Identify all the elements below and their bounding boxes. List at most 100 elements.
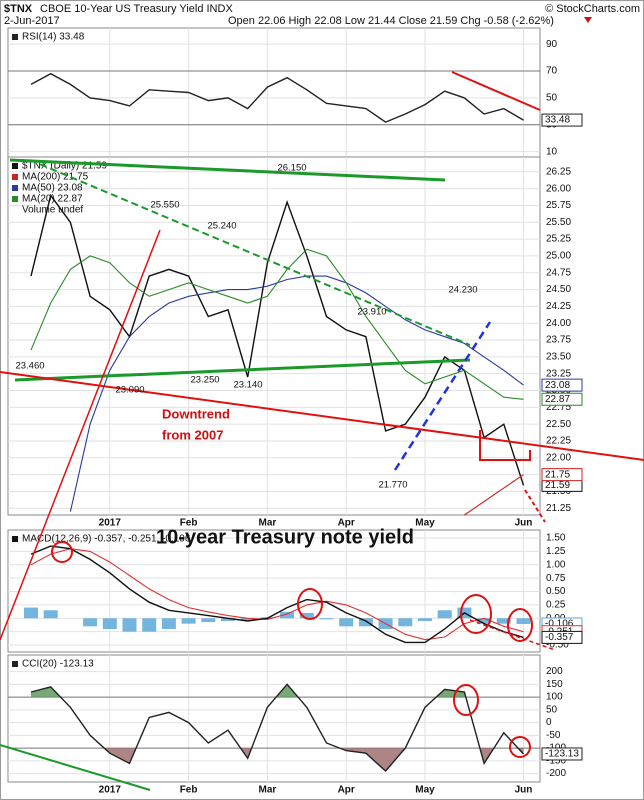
value-tag-label: 22.87 [545, 394, 570, 405]
credit: © StockCharts.com [545, 3, 640, 15]
series-line [30, 248, 524, 400]
histogram-bar [83, 618, 98, 627]
value-tag [541, 378, 583, 392]
y-tick-label: 21.25 [546, 503, 571, 514]
value-tag-label: 21.75 [545, 469, 570, 480]
y-tick-label: 0 [546, 717, 552, 728]
value-tag [541, 630, 583, 644]
legend-entry: MA(20) 22.87 [22, 194, 83, 205]
value-tag [541, 747, 583, 761]
y-tick-label: 50 [546, 93, 558, 104]
value-tag-label: 21.59 [545, 480, 570, 491]
histogram-bar [201, 618, 216, 623]
price-annotation: 23.910 [357, 307, 386, 318]
panel-frame [7, 529, 541, 653]
y-tick-label: 1.25 [546, 546, 566, 557]
trendline [0, 371, 644, 461]
quote: Open 22.06 High 22.08 Low 21.44 Close 21… [228, 15, 554, 27]
legend-entry: CCI(20) -123.13 [22, 659, 94, 670]
legend-entry: MA(200) 21.75 [22, 172, 89, 183]
y-tick-label: 100 [546, 692, 563, 703]
histogram-bar [142, 618, 157, 632]
panel-frame [7, 156, 541, 516]
x-tick-label: Mar [259, 785, 277, 796]
series-line [69, 275, 524, 512]
legend-entry: $TNX (Daily) 21.59 [22, 161, 107, 172]
legend-entry: MA(50) 23.08 [22, 183, 83, 194]
trendline [469, 619, 556, 651]
bracket [479, 430, 531, 461]
series-line [30, 545, 524, 644]
price-annotation: 23.460 [15, 361, 44, 372]
trendline [0, 744, 151, 791]
y-tick-label: 25.75 [546, 200, 571, 211]
extreme-fill [104, 748, 524, 772]
legend-swatch [12, 661, 18, 667]
y-tick-label: 26.25 [546, 166, 571, 177]
price-annotation: 21.770 [378, 480, 407, 491]
histogram-bar [339, 618, 354, 627]
x-tick-label: 2017 [99, 518, 122, 529]
histogram-bar [24, 607, 38, 619]
y-tick-label: 0.50 [546, 586, 566, 597]
annotation-lines [0, 71, 644, 791]
legend-swatch [12, 196, 18, 202]
y-tick-label: 0.25 [546, 600, 566, 611]
y-tick-label: -0.50 [546, 640, 569, 651]
price-annotation: 23.090 [115, 385, 144, 396]
price-annotation: 26.150 [277, 163, 306, 174]
value-tag-label: -0.357 [545, 632, 574, 643]
highlight-circle [297, 588, 323, 620]
legend-swatch [12, 34, 18, 40]
y-tick-label: 24.00 [546, 318, 571, 329]
trendline [0, 229, 161, 641]
y-tick-label: -200 [546, 768, 566, 779]
legend-entry: MACD(12,26,9) -0.357, -0.251, -0.106 [22, 534, 191, 545]
histogram-bar [358, 618, 373, 627]
histogram-bar [122, 618, 137, 632]
price-annotation: 25.240 [207, 221, 236, 232]
panel-frame [7, 27, 541, 158]
histogram-bar [102, 618, 117, 629]
legend-swatch [12, 163, 18, 169]
highlight-circle [51, 541, 73, 563]
histogram-bar [161, 618, 176, 629]
y-tick-label: -50 [546, 730, 561, 741]
histogram-bar [516, 618, 531, 624]
value-tag [541, 392, 583, 406]
y-tick-label: 26.00 [546, 183, 571, 194]
y-tick-label: 22.75 [546, 402, 571, 413]
y-tick-label: 22.25 [546, 436, 571, 447]
y-tick-label: 70 [546, 66, 558, 77]
value-tag-label: -0.106 [545, 619, 574, 630]
x-tick-label: Apr [338, 785, 355, 796]
y-tick-label: 25.00 [546, 251, 571, 262]
symbol: $TNX [4, 3, 33, 15]
series-line [30, 683, 525, 773]
trendline [393, 321, 492, 471]
y-tick-label: 24.25 [546, 301, 571, 312]
y-tick-label: 23.75 [546, 335, 571, 346]
x-tick-label: Jun [515, 785, 533, 796]
highlight-circle [507, 608, 533, 642]
histogram-bar [299, 612, 314, 619]
x-tick-label: Jun [515, 518, 533, 529]
y-tick-label: 50 [546, 704, 558, 715]
panel-frame [7, 654, 541, 783]
histogram-bar [221, 618, 235, 621]
y-tick-label: 23.50 [546, 352, 571, 363]
series-line [30, 193, 525, 486]
trendline [524, 489, 546, 523]
trendline [29, 159, 471, 346]
x-tick-label: Feb [180, 518, 198, 529]
y-tick-label: 25.50 [546, 217, 571, 228]
histogram-bar [43, 610, 58, 619]
down-arrow [584, 17, 592, 23]
price-annotation: 25.550 [150, 200, 179, 211]
date: 2-Jun-2017 [4, 15, 60, 27]
value-tag [541, 113, 583, 127]
x-tick-label: May [415, 518, 435, 529]
price-annotation: 23.250 [190, 375, 219, 386]
